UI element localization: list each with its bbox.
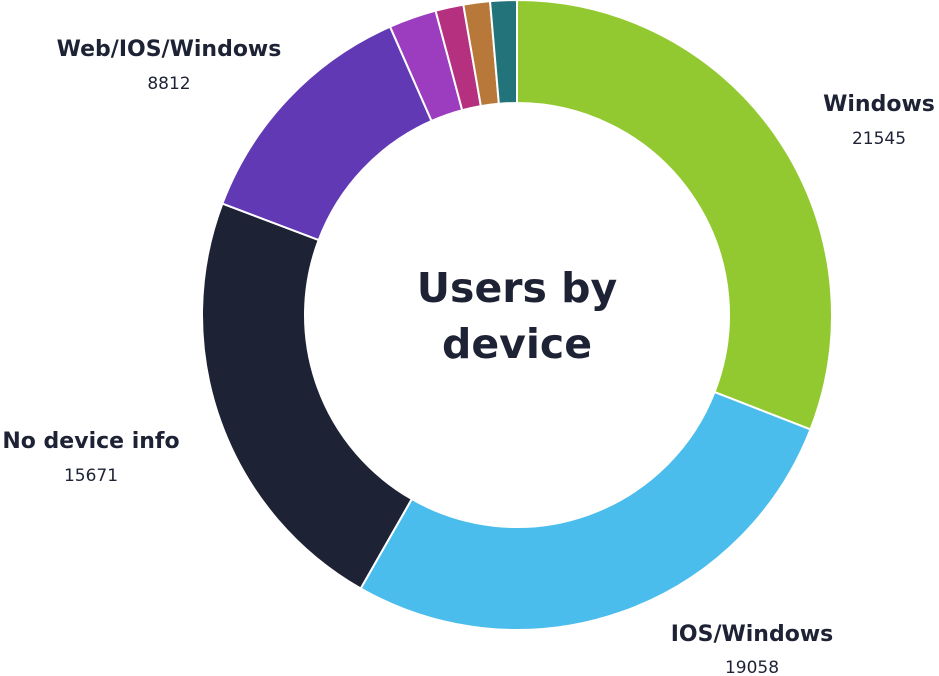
slice-label-no-device-info: No device info xyxy=(2,429,179,454)
slice-label-ios-windows: IOS/Windows xyxy=(671,622,834,647)
slice-value-ios-windows: 19058 xyxy=(725,658,779,676)
donut-slices xyxy=(201,0,833,631)
chart-title-line-2: device xyxy=(442,320,592,368)
slice-label-windows: Windows xyxy=(823,92,935,117)
donut-slice-2 xyxy=(201,202,414,590)
donut-slice-7 xyxy=(488,0,518,105)
slice-label-web-ios-windows: Web/IOS/Windows xyxy=(57,37,282,62)
slice-value-windows: 21545 xyxy=(852,129,906,149)
donut-slice-1 xyxy=(359,390,812,631)
slice-value-no-device-info: 15671 xyxy=(64,466,118,486)
donut-slice-0 xyxy=(516,0,833,431)
chart-title-line-1: Users by xyxy=(417,264,617,312)
slice-value-web-ios-windows: 8812 xyxy=(147,74,190,94)
